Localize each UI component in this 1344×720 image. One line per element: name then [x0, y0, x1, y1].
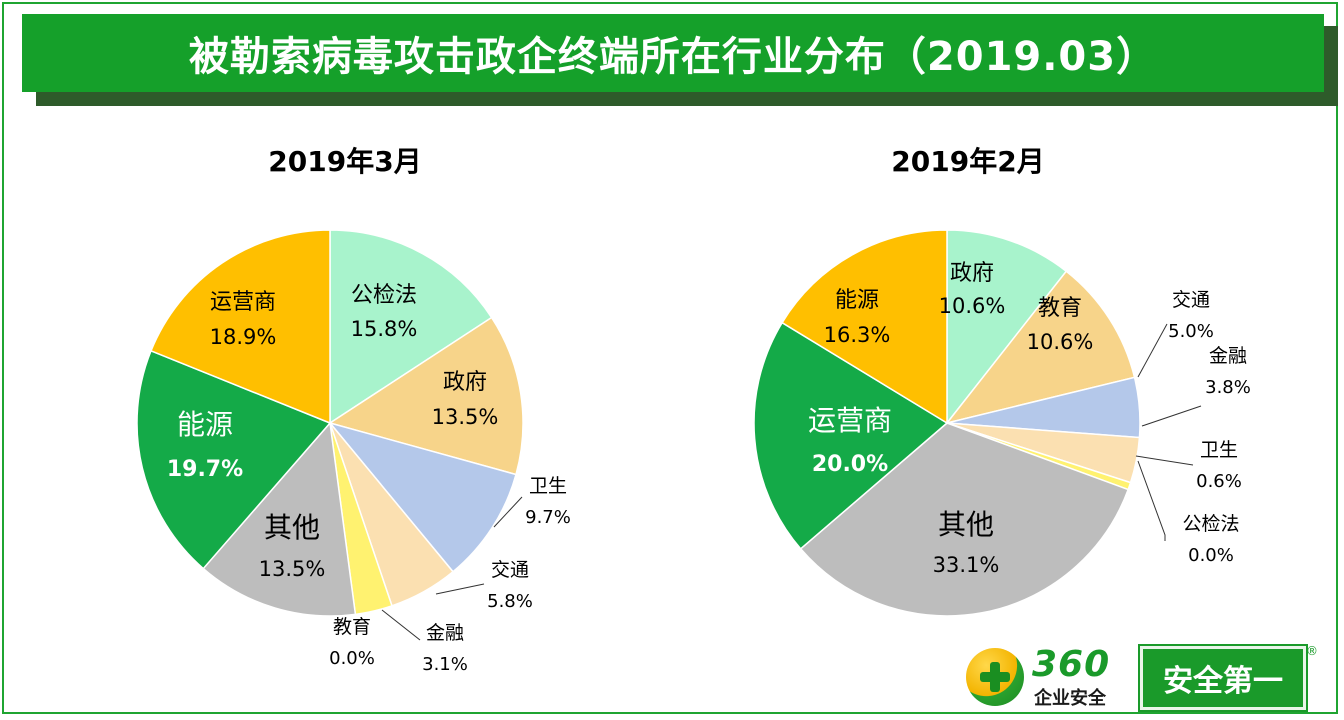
slice-value-label: 3.8% [1205, 377, 1251, 398]
slice-label: 金融 [1209, 345, 1247, 367]
slice-value-label: 13.5% [432, 405, 499, 429]
slice-value-label: 9.7% [525, 507, 571, 528]
pie-slice-mar-8 [150, 229, 331, 425]
slice-value-label: 0.6% [1196, 471, 1242, 492]
leader-line [1141, 405, 1202, 427]
slice-label: 卫生 [529, 475, 567, 497]
pie-slice-mar-0 [329, 229, 493, 425]
slice-label: 政府 [950, 261, 994, 286]
slice-label: 交通 [1172, 289, 1210, 311]
slice-value-label: 0.0% [329, 648, 375, 669]
leader-line [1137, 323, 1168, 378]
pie-slice-feb-7 [753, 321, 949, 550]
slice-label: 政府 [443, 370, 487, 395]
logo-number: 360 [1032, 644, 1111, 685]
pie-slice-mar-6 [202, 421, 357, 617]
slice-label: 能源 [177, 408, 233, 441]
slice-label: 金融 [426, 622, 464, 644]
slice-value-label: 16.3% [824, 323, 891, 347]
slice-value-label: 19.7% [167, 457, 243, 482]
slice-value-label: 20.0% [812, 452, 888, 477]
pie-title-february: 2019年2月 [891, 145, 1045, 178]
slice-label: 运营商 [808, 404, 892, 437]
logo-360: 360 企业安全 安全第一 ® [962, 642, 1332, 714]
slice-label: 卫生 [1200, 439, 1238, 461]
pie-march: 公检法 15.8% 政府 13.5% 卫生 9.7% 交通 5.8% 金融 3.1% 教育 0.0% 其… [136, 229, 571, 675]
pie-slice-mar-7 [136, 349, 332, 570]
logo-slogan: 安全第一 [1140, 646, 1306, 710]
slice-value-label: 5.8% [487, 591, 533, 612]
pie-title-march: 2019年3月 [268, 145, 422, 178]
slice-label: 公检法 [351, 283, 417, 308]
page-title: 被勒索病毒攻击政企终端所在行业分布（2019.03） [188, 34, 1158, 80]
pie-slice-mar-1 [328, 316, 524, 476]
slice-value-label: 0.0% [1188, 545, 1234, 566]
slice-value-label: 18.9% [210, 325, 277, 349]
slice-value-label: 33.1% [933, 553, 1000, 577]
leader-line [1135, 455, 1194, 466]
slice-value-label: 15.8% [351, 317, 418, 341]
pie-slice-mar-2 [327, 421, 517, 573]
leader-line [381, 609, 421, 641]
slice-label: 能源 [835, 288, 879, 313]
slice-value-label: 3.1% [422, 654, 468, 675]
leader-line [435, 583, 485, 595]
leader-line [1137, 460, 1166, 541]
slice-value-label: 13.5% [259, 557, 326, 581]
pie-slice-feb-6 [799, 422, 1130, 617]
leader-line [493, 496, 523, 528]
pie-february: 政府 10.6% 教育 10.6% 交通 5.0% 金融 3.8% 卫生 0.6% 公检法 0.0% 其… [753, 229, 1251, 617]
pie-slice-feb-0 [946, 229, 1068, 426]
slice-label: 其他 [938, 508, 994, 541]
slice-label: 公检法 [1182, 513, 1239, 535]
slice-value-label: 5.0% [1168, 321, 1214, 342]
slice-label: 运营商 [210, 290, 276, 315]
slice-label: 交通 [491, 559, 529, 581]
slice-label: 教育 [333, 616, 371, 638]
pie-slice-feb-1 [945, 270, 1136, 425]
slice-value-label: 10.6% [939, 294, 1006, 318]
plus-icon [980, 662, 1010, 692]
slice-label: 其他 [264, 511, 320, 544]
pie-slice-feb-8 [781, 229, 948, 425]
title-banner: 被勒索病毒攻击政企终端所在行业分布（2019.03） [22, 14, 1324, 92]
slice-value-label: 10.6% [1027, 330, 1094, 354]
registered-mark: ® [1306, 644, 1318, 658]
logo-subtitle: 企业安全 [1034, 688, 1106, 709]
slice-label: 教育 [1038, 296, 1082, 321]
